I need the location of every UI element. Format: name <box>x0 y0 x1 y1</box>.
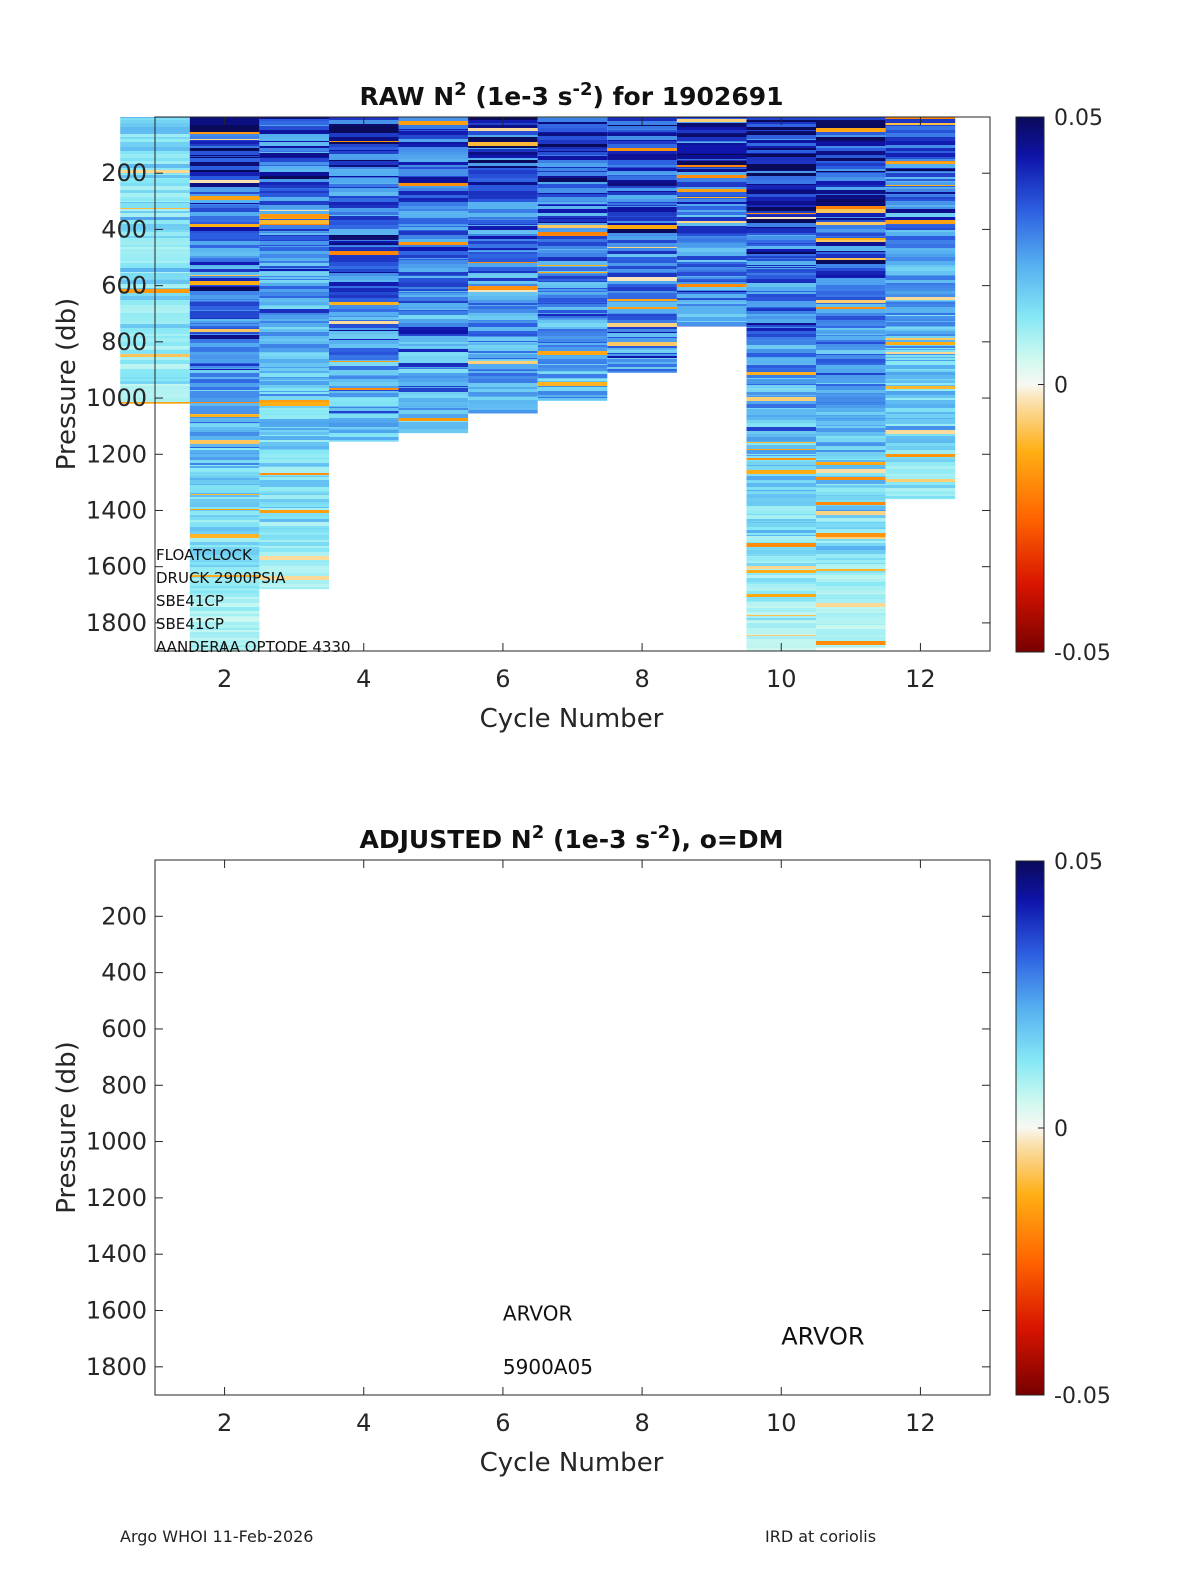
y-axis-label: Pressure (db) <box>52 1041 82 1214</box>
y-tick-label: 600 <box>101 1015 147 1043</box>
colorbar-tick-label: 0.05 <box>1054 850 1103 875</box>
plot-frame <box>154 859 991 1396</box>
heatmap-column-cycle-9 <box>676 117 747 327</box>
y-tick-label: 1600 <box>86 553 147 581</box>
x-tick-label: 10 <box>766 665 797 693</box>
x-axis-label: Cycle Number <box>480 1448 664 1478</box>
y-tick-label: 1400 <box>86 496 147 524</box>
footer-left-label: Argo WHOI 11-Feb-2026 <box>120 1527 314 1546</box>
x-tick-label: 2 <box>217 665 232 693</box>
footer-right-label: IRD at coriolis <box>765 1527 877 1546</box>
colorbar: 0.05 0 -0.05 <box>1015 106 1111 666</box>
x-tick-label: 8 <box>634 1409 649 1437</box>
x-tick-label: 12 <box>905 1409 936 1437</box>
heatmap-column-cycle-7 <box>537 117 608 401</box>
x-tick-label: 4 <box>356 665 371 693</box>
sensor-annotation: AANDERAA OPTODE 4330 <box>156 638 351 656</box>
heatmap-column-cycle-3 <box>259 117 329 590</box>
x-tick-label: 12 <box>905 665 936 693</box>
sensor-annotation: SBE41CP <box>156 592 224 610</box>
y-tick-label: 1000 <box>86 384 147 412</box>
x-tick-label: 4 <box>356 1409 371 1437</box>
colorbar-tick-label: -0.05 <box>1054 641 1111 666</box>
plot-frame <box>154 116 991 652</box>
x-tick-label: 2 <box>217 1409 232 1437</box>
sensor-annotation: SBE41CP <box>156 615 224 633</box>
y-tick-label: 1800 <box>86 1353 147 1381</box>
heatmap-column-cycle-5 <box>398 117 469 434</box>
chart-title: RAW N2​ (1e-3 s-2​) for 1902691 <box>359 79 783 111</box>
y-tick-label: 1000 <box>86 1128 147 1156</box>
heatmap-column-cycle-10 <box>746 117 817 651</box>
heatmap-column-cycle-4 <box>329 117 399 442</box>
chart-panel-adjusted: 2 4 6 8 10 12 200 400 600 800 1000 1200 1400 1600 1800… <box>52 822 1111 1478</box>
platform-annotation: ARVOR <box>503 1301 573 1325</box>
chart-panel-raw: 2 4 6 8 10 12 200 400 600 800 1000 1200 1400 1600 1800… <box>52 79 1111 734</box>
sensor-annotation: DRUCK 2900PSIA <box>156 569 286 587</box>
y-tick-label: 200 <box>101 902 147 930</box>
platform-annotation: 5900A05 <box>503 1355 593 1379</box>
colorbar-tick-label: 0.05 <box>1054 106 1103 131</box>
y-tick-label: 1400 <box>86 1240 147 1268</box>
y-tick-label: 1200 <box>86 440 147 468</box>
colorbar: 0.05 0 -0.05 <box>1015 850 1111 1409</box>
x-tick-label: 8 <box>634 665 649 693</box>
x-tick-label: 6 <box>495 665 510 693</box>
x-tick-label: 6 <box>495 1409 510 1437</box>
y-tick-label: 400 <box>101 959 147 987</box>
x-tick-label: 10 <box>766 1409 797 1437</box>
colorbar-tick-label: -0.05 <box>1054 1384 1111 1409</box>
heatmap-column-cycle-12 <box>885 117 956 500</box>
chart-title: ADJUSTED N2​ (1e-3 s-2​), o=DM <box>360 822 784 854</box>
y-tick-label: 800 <box>101 328 147 356</box>
heatmap-column-cycle-6 <box>468 117 538 414</box>
y-tick-label: 600 <box>101 272 147 300</box>
y-tick-label: 800 <box>101 1071 147 1099</box>
heatmap-column-cycle-8 <box>607 117 677 373</box>
y-axis-label: Pressure (db) <box>52 298 82 471</box>
x-axis-label: Cycle Number <box>480 704 664 734</box>
y-tick-label: 1200 <box>86 1184 147 1212</box>
platform-annotation: ARVOR <box>781 1322 864 1350</box>
heatmap-column-cycle-11 <box>816 117 886 649</box>
y-tick-label: 1800 <box>86 609 147 637</box>
colorbar-tick-label: 0 <box>1054 374 1068 399</box>
y-tick-label: 400 <box>101 215 147 243</box>
sensor-annotation: FLOATCLOCK <box>156 546 253 564</box>
y-tick-label: 1600 <box>86 1297 147 1325</box>
colorbar-tick-label: 0 <box>1054 1117 1068 1142</box>
heatmap-column-cycle-2 <box>189 117 260 651</box>
y-tick-label: 200 <box>101 159 147 187</box>
